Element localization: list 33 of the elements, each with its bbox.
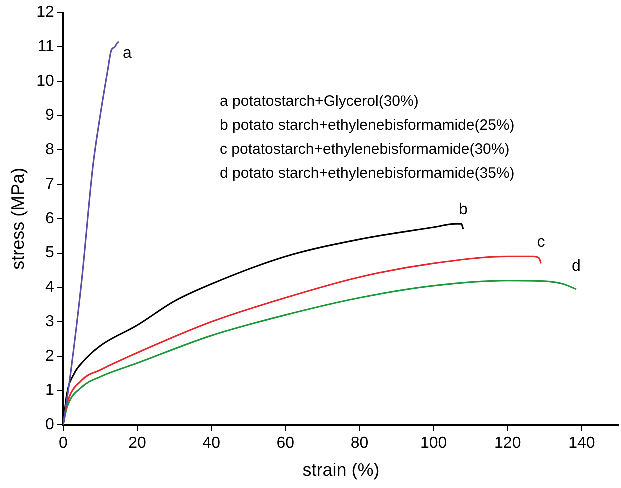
x-tick-label: 140 bbox=[568, 435, 596, 452]
x-tick-label: 100 bbox=[420, 435, 448, 452]
annotation: d potato starch+ethylenebisformamide(35%) bbox=[220, 165, 515, 182]
y-tick-label: 2 bbox=[45, 348, 54, 365]
annotation: c potatostarch+ethylenebisformamide(30%) bbox=[220, 141, 510, 158]
line-series bbox=[63, 41, 120, 426]
y-tick-label: 6 bbox=[45, 210, 54, 228]
y-axis-title: stress (MPa) bbox=[8, 168, 28, 270]
x-axis-title: strain (%) bbox=[302, 460, 380, 480]
x-tick-label: 20 bbox=[128, 435, 146, 452]
x-tick-label: 80 bbox=[350, 435, 369, 452]
series-label: b bbox=[458, 201, 468, 218]
series-label: d bbox=[572, 258, 581, 276]
x-tick-label: 0 bbox=[58, 435, 68, 452]
y-tick-label: 1 bbox=[45, 382, 54, 400]
y-tick-label: 11 bbox=[38, 38, 54, 56]
y-tick-label: 8 bbox=[45, 142, 54, 159]
y-tick-label: 12 bbox=[36, 4, 54, 22]
x-tick-label: 40 bbox=[202, 435, 221, 452]
y-tick-label: 5 bbox=[45, 244, 54, 262]
y-tick-label: 10 bbox=[36, 72, 54, 90]
y-tick-label: 3 bbox=[45, 313, 54, 330]
annotation: a potatostarch+Glycerol(30%) bbox=[220, 93, 419, 110]
series-label: c bbox=[537, 234, 546, 252]
y-tick-label: 4 bbox=[45, 279, 54, 296]
y-tick-label: 7 bbox=[45, 176, 54, 193]
line-series bbox=[63, 280, 578, 426]
annotation: b potato starch+ethylenebisformamide(25%) bbox=[220, 117, 515, 134]
y-tick-label: 9 bbox=[45, 107, 54, 124]
x-tick-label: 120 bbox=[494, 435, 522, 452]
y-tick-label: 0 bbox=[45, 416, 54, 434]
series-label: a bbox=[122, 45, 132, 62]
x-tick-label: 60 bbox=[276, 435, 295, 452]
